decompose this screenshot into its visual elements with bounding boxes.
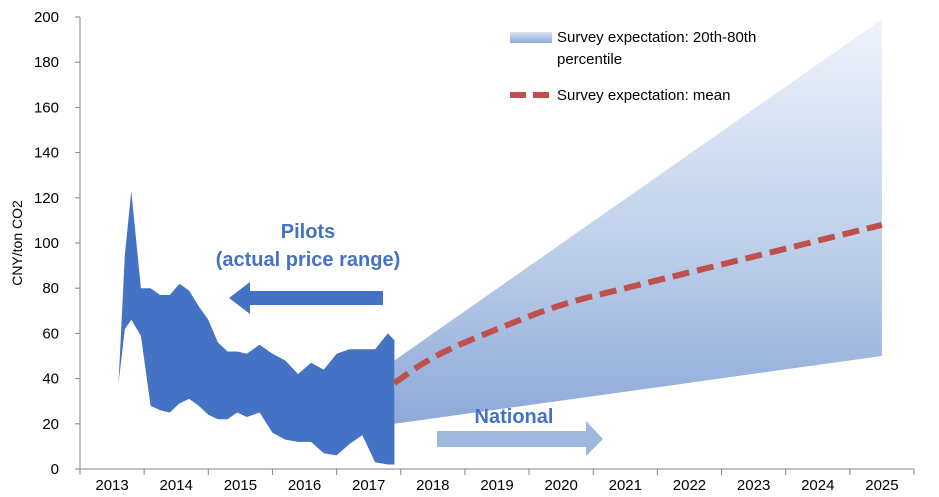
x-tick-label: 2013 bbox=[95, 477, 128, 494]
mean-expectation-line bbox=[392, 221, 883, 386]
survey-range-area bbox=[394, 19, 882, 424]
x-tick-label: 2016 bbox=[288, 477, 321, 494]
national-arrow bbox=[437, 421, 603, 456]
legend-label-mean: Survey expectation: mean bbox=[557, 87, 730, 104]
y-tick-label: 0 bbox=[51, 461, 59, 478]
x-tick-label: 2023 bbox=[737, 477, 770, 494]
legend-label-range-line2: percentile bbox=[557, 51, 622, 68]
pilot-range-area bbox=[112, 191, 395, 465]
y-tick-label: 20 bbox=[42, 416, 59, 433]
y-tick-label: 40 bbox=[42, 371, 59, 388]
x-tick-label: 2018 bbox=[416, 477, 449, 494]
y-tick-label: 80 bbox=[42, 280, 59, 297]
y-tick-label: 160 bbox=[34, 99, 59, 116]
legend: Survey expectation: 20th-80th percentile… bbox=[510, 29, 756, 104]
x-tick-label: 2014 bbox=[160, 477, 193, 494]
y-tick-label: 60 bbox=[42, 325, 59, 342]
x-tick-label: 2022 bbox=[673, 477, 706, 494]
pilots-sublabel: (actual price range) bbox=[216, 249, 401, 271]
mean-line bbox=[392, 221, 883, 386]
x-tick-label: 2020 bbox=[544, 477, 577, 494]
y-tick-label: 100 bbox=[34, 235, 59, 252]
y-tick-label: 200 bbox=[34, 9, 59, 26]
legend-label-range-line1: Survey expectation: 20th-80th bbox=[557, 29, 756, 46]
x-axis-ticks: 2013 2014 2015 2016 2017 2018 2019 2020 2021 2022… bbox=[79, 469, 915, 494]
national-label: National bbox=[475, 406, 554, 428]
x-tick-label: 2019 bbox=[480, 477, 513, 494]
y-tick-label: 140 bbox=[34, 145, 59, 162]
y-tick-label: 120 bbox=[34, 190, 59, 207]
y-axis-title: CNY/ton CO2 bbox=[9, 200, 25, 286]
x-tick-label: 2015 bbox=[224, 477, 257, 494]
x-tick-label: 2025 bbox=[865, 477, 898, 494]
pilot-range-band bbox=[112, 191, 395, 465]
x-tick-label: 2024 bbox=[801, 477, 834, 494]
y-axis-ticks: 0 20 40 60 80 100 120 140 160 180 200 bbox=[34, 9, 80, 478]
x-tick-label: 2017 bbox=[352, 477, 385, 494]
survey-range-band bbox=[394, 19, 882, 424]
pilots-label: Pilots bbox=[281, 221, 335, 243]
pilots-arrow bbox=[229, 282, 383, 314]
x-tick-label: 2021 bbox=[609, 477, 642, 494]
y-tick-label: 180 bbox=[34, 54, 59, 71]
legend-swatch-range bbox=[510, 32, 552, 43]
